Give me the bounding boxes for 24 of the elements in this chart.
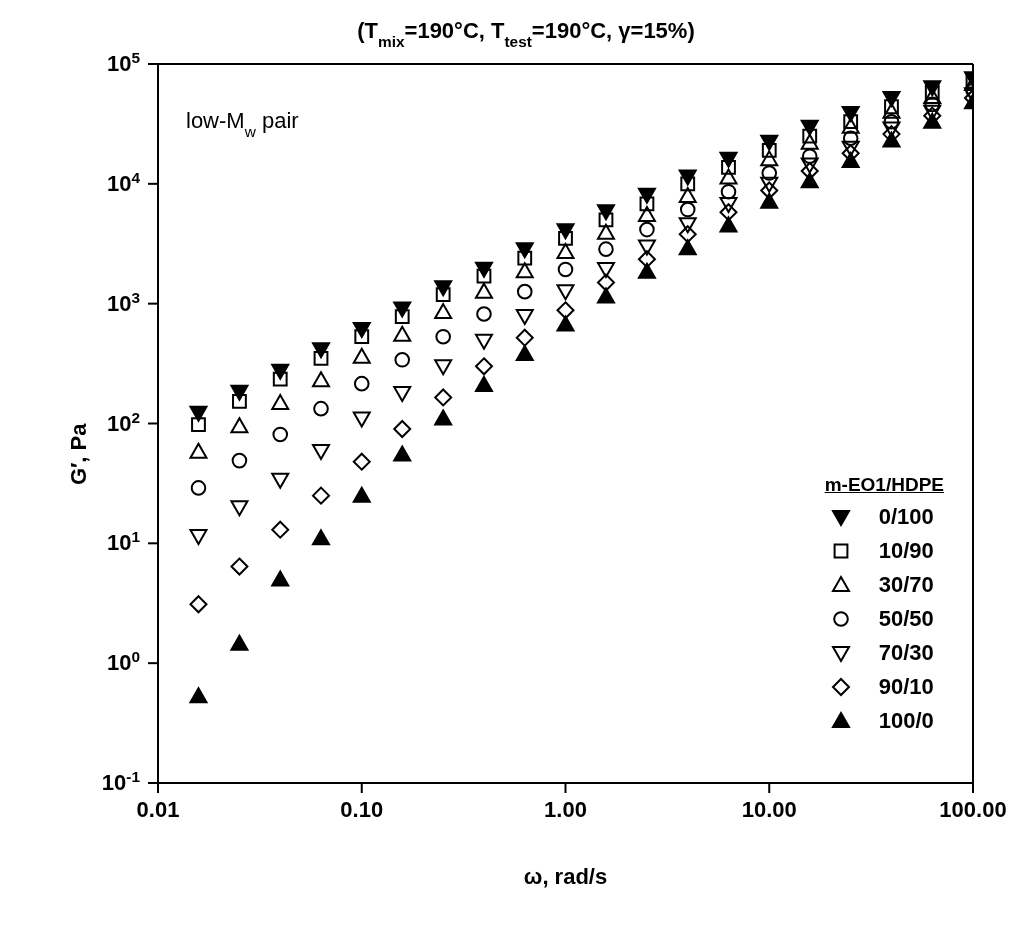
y-tick-label: 10$^{1}$ xyxy=(106,527,141,556)
legend-label: 70/30 xyxy=(878,640,934,666)
legend-label: 90/10 xyxy=(878,674,934,700)
y-tick-label: 10$^{4}$ xyxy=(106,168,141,196)
y-tick-label: 10$^{5}$ xyxy=(106,48,141,76)
x-tick-label: 0.10 xyxy=(340,797,384,822)
annotation: low-M$_{w}$ pair xyxy=(186,108,299,140)
legend-title: m-EO1/HDPE xyxy=(824,474,944,496)
x-axis-title: ω, rad/s xyxy=(523,863,608,889)
x-tick-label: 10.00 xyxy=(741,797,797,822)
x-tick-label: 0.01 xyxy=(136,797,180,822)
chart-title: (T$_{mix}$=190°C, T$_{test}$=190°C, γ=15%) xyxy=(357,18,695,50)
y-tick-label: 10$^{-1}$ xyxy=(101,767,141,795)
legend-label: 50/50 xyxy=(878,606,934,632)
y-tick-label: 10$^{0}$ xyxy=(106,647,140,676)
legend-label: 0/100 xyxy=(878,504,934,530)
x-tick-label: 1.00 xyxy=(544,797,587,822)
x-tick-label: 100.00 xyxy=(939,797,1007,822)
y-tick-label: 10$^{3}$ xyxy=(106,288,140,316)
legend-label: 100/0 xyxy=(878,708,934,734)
legend-label: 10/90 xyxy=(878,538,934,564)
y-tick-label: 10$^{2}$ xyxy=(106,408,140,436)
y-axis-title: G′, Pa xyxy=(65,422,91,486)
legend-label: 30/70 xyxy=(878,572,934,598)
